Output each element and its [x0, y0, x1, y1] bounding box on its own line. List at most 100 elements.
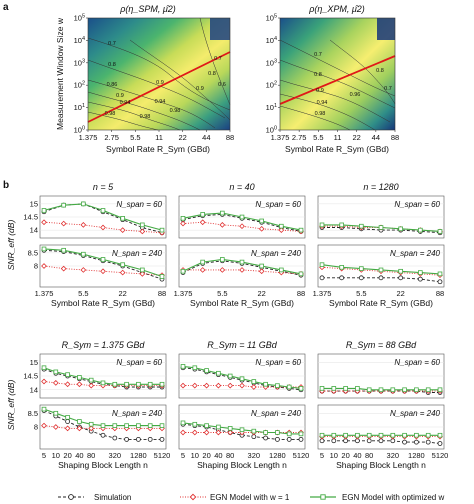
data-point: [425, 387, 431, 393]
data-point: [331, 432, 337, 438]
x-tick-label: 40: [353, 451, 361, 460]
contour-line: [279, 59, 396, 109]
data-point: [343, 386, 348, 391]
contour-label: 0.98: [105, 111, 116, 117]
data-point: [80, 222, 87, 228]
x-tick-label: 5: [181, 451, 185, 460]
data-point: [355, 386, 360, 391]
data-point: [192, 421, 198, 427]
data-point: [398, 268, 403, 274]
data-point: [215, 382, 222, 389]
data-point: [286, 431, 292, 437]
data-point: [390, 387, 396, 393]
data-point: [358, 275, 364, 281]
contour-label: 0.9: [116, 93, 124, 99]
panel-a-letter: a: [3, 2, 9, 13]
data-point: [140, 267, 145, 273]
y-tick-label: 14.5: [23, 372, 38, 381]
data-point: [437, 229, 443, 234]
data-point: [41, 208, 47, 213]
data-point: [239, 223, 245, 230]
heatmap-spm-corner-dark: [210, 18, 230, 40]
data-point: [366, 387, 372, 393]
x-tick-label: 44: [372, 133, 380, 142]
x-tick-label: 11: [155, 133, 163, 142]
legend-simulation-label: Simulation: [94, 493, 131, 502]
data-point: [61, 247, 66, 253]
data-point: [140, 222, 145, 228]
data-point: [263, 381, 268, 387]
heatmap-xpm-contour-labels: 0.7 0.8 0.9 0.94 0.98 0.96 0.8 0.7: [314, 52, 392, 117]
data-point: [100, 257, 106, 262]
data-point: [227, 382, 234, 389]
contour-line: [87, 101, 181, 131]
data-point: [418, 270, 423, 275]
contour-label: 0.9: [196, 86, 204, 92]
x-tick-label: 320: [248, 451, 261, 460]
data-point: [378, 275, 384, 281]
data-point: [286, 436, 292, 442]
y-tick-label: 100: [266, 126, 277, 135]
data-point: [112, 435, 118, 441]
line-panel: n = 40N_span = 60 N_span = 240 1.375 5.5 22 8…: [174, 182, 306, 308]
y-tick-label: 8: [34, 262, 38, 271]
x-tick-label: 20: [63, 451, 71, 460]
data-point: [418, 227, 423, 233]
data-point: [139, 271, 146, 277]
data-point: [402, 439, 408, 445]
data-point: [263, 430, 268, 435]
x-tick-label: 5.5: [130, 133, 140, 142]
data-point: [180, 382, 186, 389]
data-point: [215, 429, 222, 436]
contour-line: [329, 39, 396, 105]
data-point: [378, 387, 384, 393]
data-point: [191, 382, 198, 389]
heatmap-spm-y-ticks: 100 101 102 103 104 105: [74, 14, 88, 135]
y-tick-label: 14.5: [23, 213, 38, 222]
contour-label: 0.94: [155, 99, 166, 105]
data-point: [298, 386, 304, 391]
data-point: [437, 387, 443, 393]
data-point: [100, 268, 106, 275]
x-tick-label: 5.5: [78, 289, 88, 298]
x-axis-label: Symbol Rate R_Sym (GBd): [190, 298, 294, 308]
data-point: [180, 429, 186, 436]
y-axis-label: SNR_eff (dB): [6, 220, 16, 271]
data-point: [402, 387, 407, 393]
data-point: [147, 436, 153, 442]
x-tick-label: 1280: [269, 451, 286, 460]
contour-line: [87, 59, 226, 119]
x-tick-label: 10: [191, 451, 199, 460]
contour-line: [199, 17, 231, 106]
data-point: [135, 436, 141, 442]
x-tick-label: 5120: [154, 451, 171, 460]
data-point: [53, 410, 59, 416]
data-point: [88, 377, 94, 383]
data-point: [319, 262, 325, 267]
data-point: [76, 425, 83, 432]
data-point: [263, 435, 269, 441]
data-point: [200, 259, 205, 265]
data-point: [398, 226, 403, 232]
legend: Simulation EGN Model with w = 1 EGN Mode…: [58, 493, 444, 502]
x-tick-label: 5: [320, 451, 324, 460]
data-point: [203, 382, 210, 389]
heatmap-xpm-x-ticks: 1.375 2.75 5.5 11 22 44 88: [271, 130, 399, 142]
contour-line: [279, 79, 391, 123]
y-tick-label: 101: [266, 103, 277, 112]
contour-label: 0.7: [214, 56, 222, 62]
y-tick-label: 102: [266, 81, 277, 90]
y-tick-label: 105: [74, 14, 85, 23]
contour-line: [87, 91, 201, 131]
contour-label: 0.6: [218, 82, 226, 88]
data-point: [343, 432, 348, 438]
data-point: [437, 271, 443, 277]
x-tick-label: 22: [396, 289, 404, 298]
data-point: [139, 228, 146, 235]
data-point: [41, 219, 47, 226]
x-tick-label: 80: [87, 451, 95, 460]
data-point: [88, 421, 94, 427]
x-tick-label: 320: [109, 451, 122, 460]
data-point: [378, 432, 384, 438]
data-point: [41, 406, 47, 412]
